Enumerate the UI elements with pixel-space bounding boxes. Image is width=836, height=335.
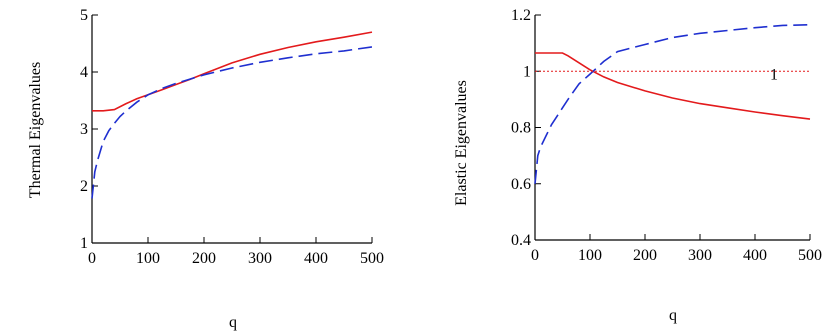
chart-0-x-tick-label: 200 <box>192 250 216 267</box>
chart-1-x-tick-label: 0 <box>531 247 539 264</box>
chart-0-series-1-line <box>91 46 373 199</box>
chart-0-y-tick-label: 5 <box>80 7 88 24</box>
chart-0-series-0-line <box>92 31 373 112</box>
chart-1-annotation: 1 <box>770 66 778 83</box>
thermal-eigenvalues-chart: q Thermal Eigenvalues 0 100 200 300 400 500 1 2… <box>27 7 384 331</box>
chart-1-series-1-line <box>534 24 811 184</box>
chart-0-x-tick-label: 400 <box>304 250 328 267</box>
chart-1-x-tick-label: 200 <box>633 247 657 264</box>
chart-0-x-tick-label: 100 <box>136 250 160 267</box>
chart-1-x-tick-label: 300 <box>688 247 712 264</box>
chart-1-y-tick-label: 0.6 <box>511 176 531 193</box>
chart-0-y-tick-label: 4 <box>80 64 88 81</box>
chart-0-ylabel: Thermal Eigenvalues <box>27 62 44 198</box>
chart-0-y-tick-label: 1 <box>80 235 88 252</box>
chart-0-xlabel: q <box>229 314 237 331</box>
chart-0-y-tick-label: 3 <box>80 121 88 138</box>
chart-1-y-tick-label: 1 <box>523 63 531 80</box>
chart-0-x-tick-label: 300 <box>248 250 272 267</box>
chart-0-y-tick-label: 2 <box>80 178 88 195</box>
chart-1-y-tick-label: 0.4 <box>511 232 531 249</box>
chart-1-xlabel: q <box>669 307 677 324</box>
chart-1-x-tick-label: 100 <box>578 247 602 264</box>
chart-1-x-tick-label: 500 <box>798 247 822 264</box>
chart-1-x-tick-label: 400 <box>743 247 767 264</box>
chart-1-series-0-line <box>535 52 811 120</box>
elastic-eigenvalues-chart: q Elastic Eigenvalues 0 100 200 300 400 500 0.… <box>453 7 822 324</box>
chart-1-y-tick-label: 0.8 <box>511 120 531 137</box>
chart-1-y-tick-label: 1.2 <box>511 7 531 24</box>
chart-1-ylabel: Elastic Eigenvalues <box>453 80 470 206</box>
chart-0-x-tick-label: 500 <box>360 250 384 267</box>
chart-0-x-tick-label: 0 <box>88 250 96 267</box>
